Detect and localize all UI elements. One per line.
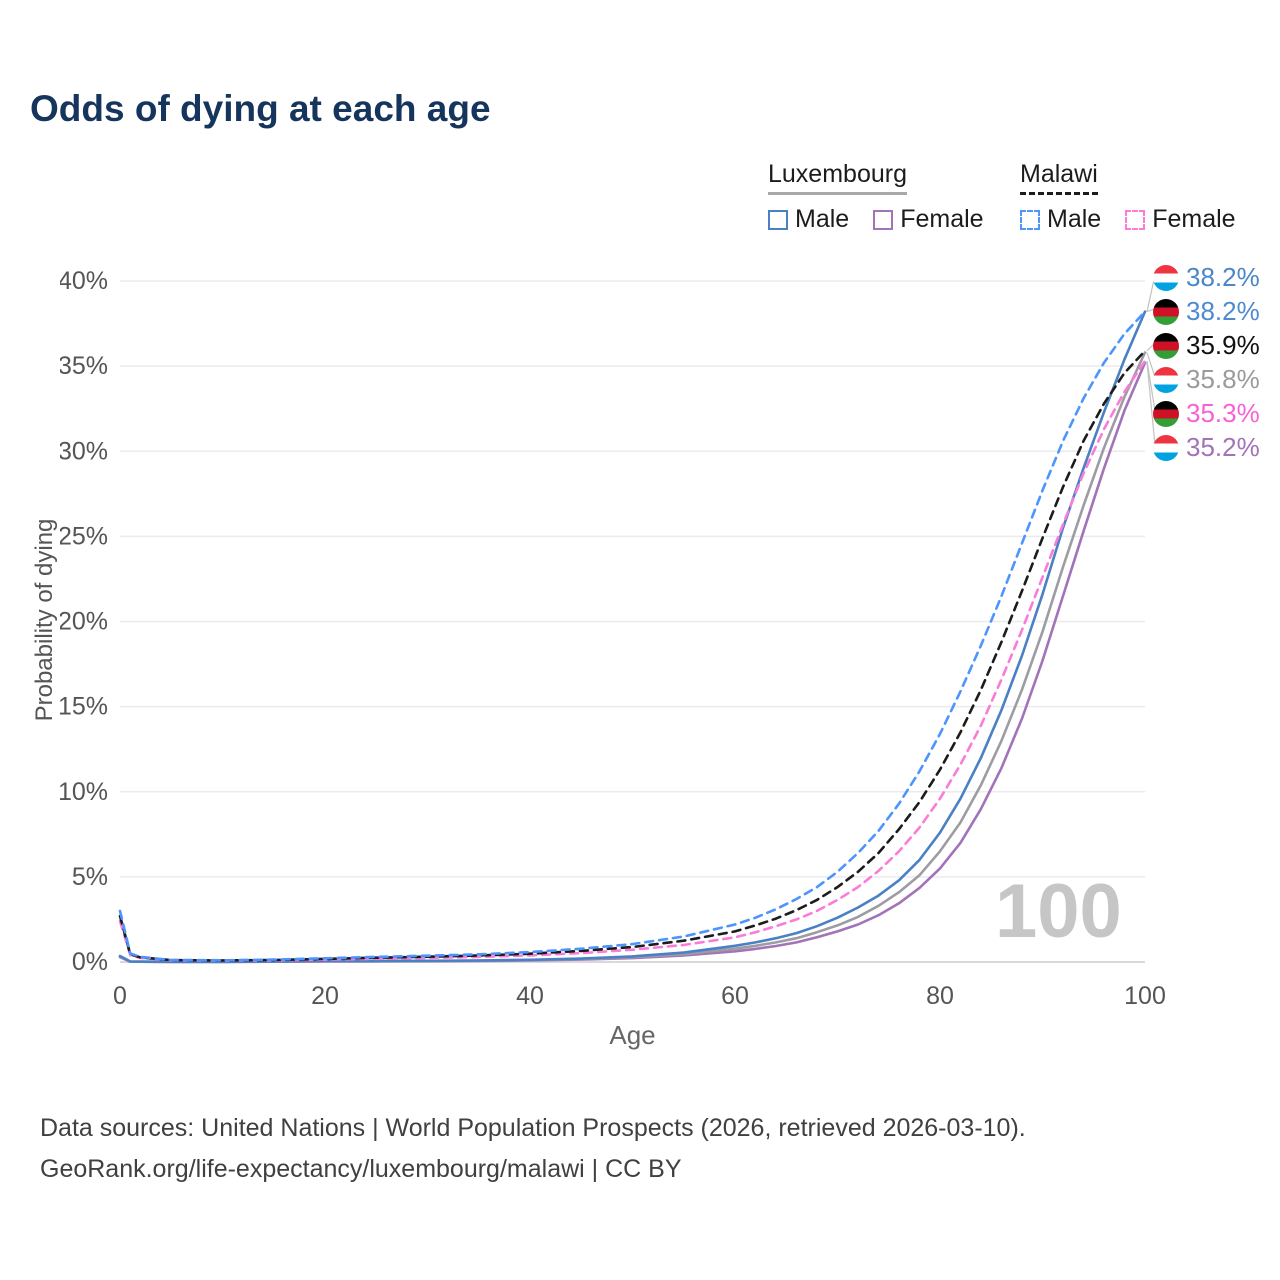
legend-item-label: Female <box>1152 205 1236 233</box>
y-axis-title: Probability of dying <box>31 518 58 722</box>
end-label-connector <box>1146 308 1161 313</box>
end-label-connector <box>1146 274 1161 312</box>
y-axis-tick-label: 30% <box>60 437 108 465</box>
legend-item-malawi-female[interactable]: Female <box>1125 205 1236 234</box>
legend-item-luxembourg-male[interactable]: Male <box>768 205 849 234</box>
legend-item-luxembourg-female[interactable]: Female <box>873 205 984 234</box>
x-axis-tick-label: 60 <box>721 982 749 1010</box>
legend-item-label: Male <box>1047 205 1102 233</box>
footer-sources: Data sources: United Nations | World Pop… <box>40 1114 1026 1142</box>
x-axis-title: Age <box>609 1020 655 1050</box>
chart[interactable]: 0% 5% 10% 15% 20% 25% 30% 35% 40% 0 20 40 60 80 100 Age <box>60 265 1220 1065</box>
y-axis-tick-label: 20% <box>60 608 108 636</box>
age-watermark: 100 <box>995 869 1122 954</box>
end-label-connector <box>1146 342 1161 352</box>
legend-group-title-luxembourg[interactable]: Luxembourg <box>768 160 907 195</box>
legend-group-malawi: Malawi Male Female <box>1020 160 1242 234</box>
x-axis-tick-label: 80 <box>926 982 954 1010</box>
y-axis-tick-label: 0% <box>72 948 108 976</box>
x-axis-tick-label: 20 <box>311 982 339 1010</box>
y-axis-tick-label: 40% <box>60 267 108 295</box>
y-axis-tick-label: 25% <box>60 522 108 550</box>
series-line-malawi-male[interactable] <box>118 310 1147 962</box>
legend-items-malawi: Male Female <box>1020 205 1242 234</box>
y-axis-tick-label: 15% <box>60 693 108 721</box>
legend-items-luxembourg: Male Female <box>768 205 990 234</box>
page-title: Odds of dying at each age <box>30 88 491 129</box>
legend-item-label: Male <box>795 205 850 233</box>
y-axis-tick-label: 5% <box>72 863 108 891</box>
dashed-line-swatch-icon <box>1020 209 1040 230</box>
y-axis-tick-label: 10% <box>60 778 108 806</box>
legend: Luxembourg Male Female Malawi Male <box>768 160 1242 234</box>
series-line-malawi-both-sexes[interactable] <box>118 349 1147 962</box>
legend-group-luxembourg: Luxembourg Male Female <box>768 160 990 234</box>
x-axis-tick-label: 40 <box>516 982 544 1010</box>
series-line-luxembourg-female[interactable] <box>118 361 1147 964</box>
series-line-luxembourg-both-sexes[interactable] <box>118 351 1147 964</box>
footer: Data sources: United Nations | World Pop… <box>40 1108 1026 1190</box>
footer-attribution: GeoRank.org/life-expectancy/luxembourg/m… <box>40 1155 682 1183</box>
legend-item-malawi-male[interactable]: Male <box>1020 205 1101 234</box>
solid-line-swatch-icon <box>873 209 894 230</box>
x-axis-tick-label: 100 <box>1124 982 1166 1010</box>
legend-item-label: Female <box>900 205 984 233</box>
series-line-luxembourg-male[interactable] <box>118 310 1147 964</box>
y-axis-tick-label: 35% <box>60 352 108 380</box>
legend-group-title-malawi[interactable]: Malawi <box>1020 160 1098 195</box>
dashed-line-swatch-icon <box>1125 209 1146 230</box>
x-axis-tick-label: 0 <box>113 982 127 1010</box>
solid-line-swatch-icon <box>768 209 788 230</box>
